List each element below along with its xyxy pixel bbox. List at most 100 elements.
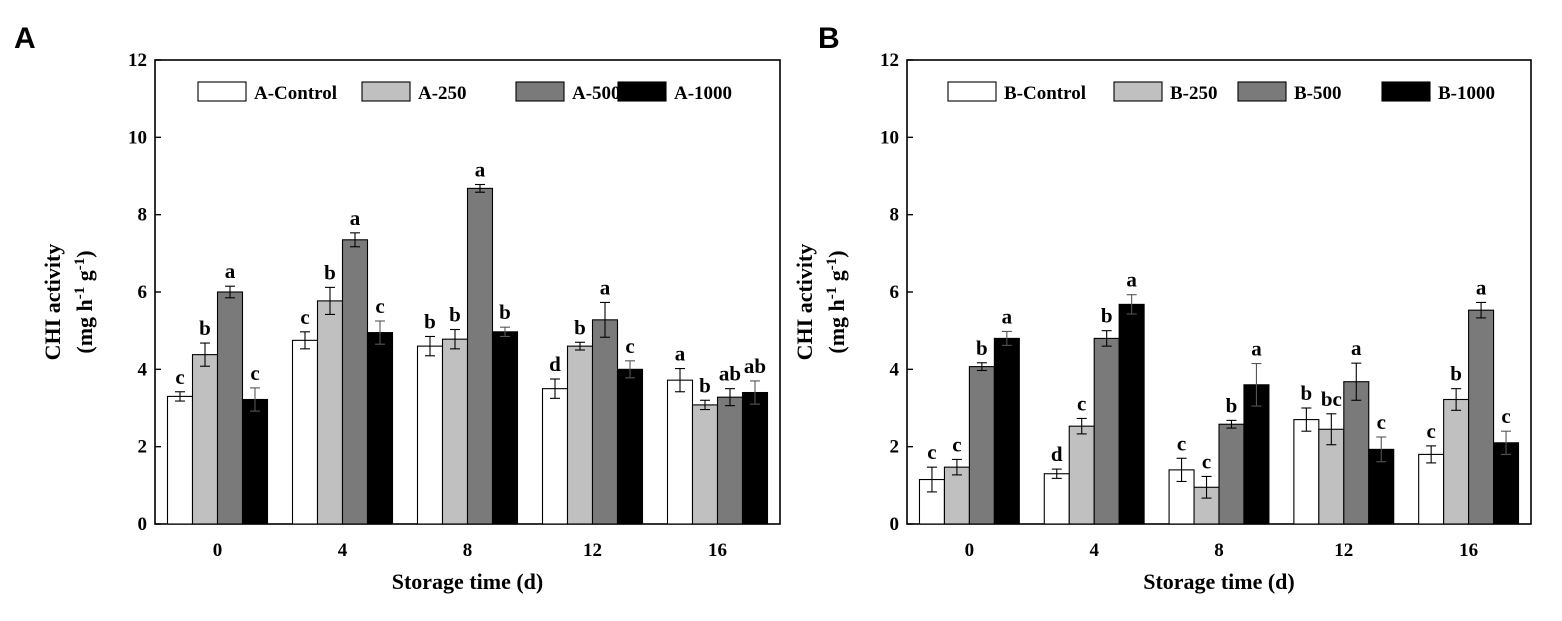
significance-letter: a [1126,268,1137,292]
bar-a-1000 [616,368,644,525]
y-axis-unit-exponent: -1 [72,258,88,271]
significance-letter: bc [1321,387,1342,411]
y-axis-unit-part: (mg h [72,299,97,353]
bar-b-500 [1093,337,1120,525]
bar-a-control [541,388,569,525]
bar-a-500 [466,187,494,525]
y-axis-unit-part: ) [824,250,849,257]
y-tick-label: 0 [890,514,900,535]
significance-letter: b [574,315,586,339]
bar-a-control [666,379,694,525]
significance-letter: ab [719,362,741,386]
y-axis-unit: (mg h-1 g-1) [824,250,849,353]
significance-letter: c [1202,449,1211,473]
significance-letter: b [499,300,511,324]
y-tick-label: 10 [128,127,147,148]
significance-letter: c [300,305,309,329]
bar-b-250 [1443,398,1470,525]
significance-letter: a [600,275,611,299]
legend-label: A-500 [572,83,621,104]
y-tick-label: 2 [138,437,148,458]
bar-a-1000 [366,332,394,525]
bar-b-1000 [1243,384,1270,525]
y-tick-label: 4 [890,359,900,380]
significance-letter: b [199,316,211,340]
bar-a-1000 [241,398,269,525]
y-tick-label: 6 [138,282,148,303]
significance-letter: b [449,303,461,327]
x-tick-label: 12 [1334,540,1353,561]
x-tick-label: 0 [965,540,975,561]
x-tick-label: 8 [463,540,473,561]
significance-letter: a [1251,337,1262,361]
significance-letter: c [250,361,259,385]
y-tick-label: 10 [880,127,899,148]
significance-letter: c [1501,404,1510,428]
significance-letter: c [1377,410,1386,434]
bar-b-250 [1068,425,1095,525]
y-tick-label: 0 [138,514,148,535]
y-axis-title: CHI activity [792,244,817,361]
y-tick-label: 2 [890,437,900,458]
bar-a-500 [341,239,369,525]
significance-letter: c [952,432,961,456]
legend-label: B-Control [1004,83,1086,104]
significance-letter: a [225,259,236,283]
bar-b-control [1043,473,1070,525]
significance-letter: b [976,336,988,360]
legend-label: A-1000 [674,83,732,104]
y-tick-label: 8 [138,205,148,226]
y-axis-unit-exponent: -1 [824,258,840,271]
legend-swatch [197,81,247,102]
bar-a-control [166,395,194,525]
significance-letter: a [1476,275,1487,299]
y-axis-unit: (mg h-1 g-1) [72,250,97,353]
legend-label: B-500 [1294,83,1342,104]
significance-letter: c [175,365,184,389]
bar-a-250 [566,345,594,525]
legend-label: B-250 [1170,83,1218,104]
significance-letter: d [1051,442,1063,466]
legend-label: B-1000 [1438,83,1495,104]
x-tick-label: 16 [1459,540,1478,561]
panel-label: B [818,22,840,55]
significance-letter: d [549,352,561,376]
y-tick-label: 4 [138,359,148,380]
x-tick-label: 16 [708,540,727,561]
bar-b-500 [1468,309,1495,525]
y-tick-label: 8 [890,205,900,226]
y-axis-unit-part: g [824,270,849,287]
y-tick-label: 6 [890,282,900,303]
bar-b-1000 [993,337,1020,525]
bar-a-250 [191,354,219,525]
y-tick-label: 12 [128,50,147,71]
y-axis-unit-exponent: -1 [72,287,88,300]
y-tick-label: 12 [880,50,899,71]
significance-letter: b [1226,393,1238,417]
bar-a-1000 [741,391,769,525]
significance-letter: b [699,373,711,397]
x-axis-title: Storage time (d) [1143,569,1295,594]
y-axis-title: CHI activity [40,244,65,361]
significance-letter: c [927,440,936,464]
bar-b-250 [943,466,970,525]
y-axis-unit-part: ) [72,250,97,257]
legend-swatch [361,81,411,102]
significance-letter: c [1077,391,1086,415]
significance-letter: a [1002,304,1013,328]
legend-swatch [1237,81,1287,102]
x-tick-label: 4 [338,540,348,561]
legend-swatch [1113,81,1163,102]
legend-swatch [1381,81,1431,102]
legend-swatch [617,81,667,102]
y-axis-unit-exponent: -1 [824,287,840,300]
significance-letter: ab [744,354,766,378]
legend-label: A-Control [254,83,337,104]
bar-b-control [1418,453,1445,525]
significance-letter: b [1101,304,1113,328]
significance-letter: b [424,309,436,333]
bar-a-500 [716,396,744,525]
bar-a-250 [441,338,469,525]
